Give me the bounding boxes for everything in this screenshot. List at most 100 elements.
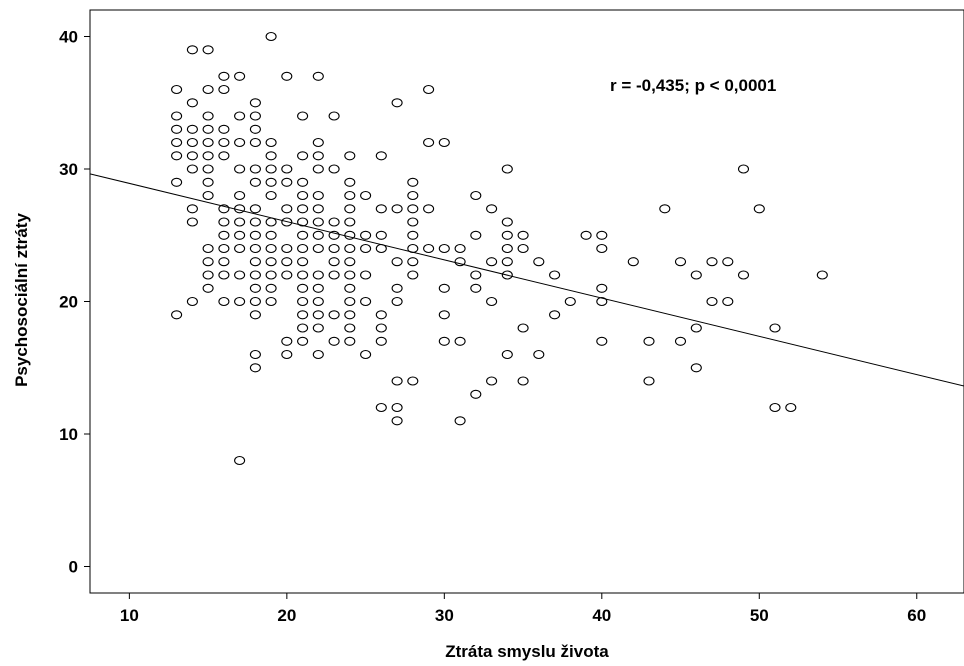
data-point [186, 204, 198, 214]
data-point [186, 151, 198, 161]
data-point [312, 71, 324, 81]
data-point [407, 376, 419, 386]
data-point [186, 217, 198, 227]
data-point [360, 270, 372, 280]
data-point [234, 230, 246, 240]
data-point [533, 349, 545, 360]
data-point [391, 402, 403, 413]
data-point [186, 45, 198, 55]
data-point [533, 257, 545, 267]
data-point [281, 177, 293, 187]
data-point [281, 243, 293, 254]
data-point [202, 177, 214, 187]
data-point [501, 349, 513, 360]
data-point [423, 84, 435, 95]
data-point [281, 336, 293, 346]
data-point [328, 310, 340, 320]
data-point [501, 164, 513, 174]
data-point [186, 137, 198, 148]
data-point [674, 336, 687, 346]
data-point [375, 336, 387, 346]
data-point [265, 151, 277, 161]
data-point [265, 283, 277, 293]
data-point [596, 296, 608, 307]
data-point [391, 204, 403, 214]
data-point [249, 137, 261, 148]
y-tick-label: 0 [69, 558, 78, 577]
data-point [470, 190, 482, 201]
data-point [375, 402, 387, 413]
data-point [407, 257, 419, 267]
data-point [186, 164, 198, 174]
data-point [328, 243, 340, 254]
data-point [454, 336, 466, 346]
data-point [281, 164, 293, 174]
data-point [249, 124, 261, 134]
data-point [202, 111, 214, 121]
data-point [549, 270, 561, 280]
data-point [643, 336, 655, 346]
data-point [722, 257, 734, 267]
data-point [391, 376, 403, 386]
data-point [218, 296, 230, 307]
data-point [218, 71, 230, 81]
data-point [249, 217, 261, 227]
data-point [328, 336, 340, 346]
data-point [423, 137, 435, 148]
data-point [234, 243, 246, 254]
data-point [360, 230, 372, 240]
data-point [265, 137, 277, 148]
data-point [470, 230, 482, 240]
data-point [312, 230, 324, 240]
data-point [297, 111, 309, 121]
data-point [659, 204, 671, 214]
x-axis-title: Ztráta smyslu života [445, 642, 609, 661]
data-point [297, 177, 309, 187]
data-point [265, 270, 277, 280]
data-point [202, 124, 214, 134]
data-point [312, 243, 324, 254]
data-point [281, 204, 293, 214]
data-point [297, 257, 309, 267]
data-point [454, 243, 466, 254]
data-point [249, 243, 261, 254]
data-point [171, 84, 183, 95]
data-point [312, 204, 324, 214]
data-point [344, 257, 356, 267]
data-point [344, 296, 356, 307]
data-point [407, 217, 419, 227]
data-point [391, 416, 403, 426]
data-point [753, 204, 765, 214]
data-point [438, 283, 450, 293]
data-point [281, 257, 293, 267]
data-point [722, 296, 734, 307]
data-point [470, 270, 482, 280]
data-point [438, 243, 450, 254]
data-point [265, 164, 277, 174]
data-point [265, 230, 277, 240]
data-point [375, 204, 387, 214]
data-point [785, 402, 797, 413]
data-point [690, 270, 702, 280]
data-point [407, 190, 419, 201]
data-point [391, 283, 403, 293]
data-point [171, 177, 183, 187]
data-point [186, 296, 198, 307]
data-point [737, 270, 750, 280]
data-point [470, 389, 482, 399]
data-point [312, 323, 324, 333]
data-point [312, 217, 324, 227]
data-point [391, 257, 403, 267]
data-point [249, 310, 261, 320]
data-point [391, 98, 403, 108]
data-point [234, 71, 246, 81]
data-point [328, 270, 340, 280]
data-point [344, 283, 356, 293]
data-point [297, 296, 309, 307]
data-point [375, 151, 387, 161]
data-point [596, 243, 608, 254]
data-point [360, 190, 372, 201]
data-point [281, 349, 293, 360]
data-point [312, 270, 324, 280]
data-point [234, 137, 246, 148]
